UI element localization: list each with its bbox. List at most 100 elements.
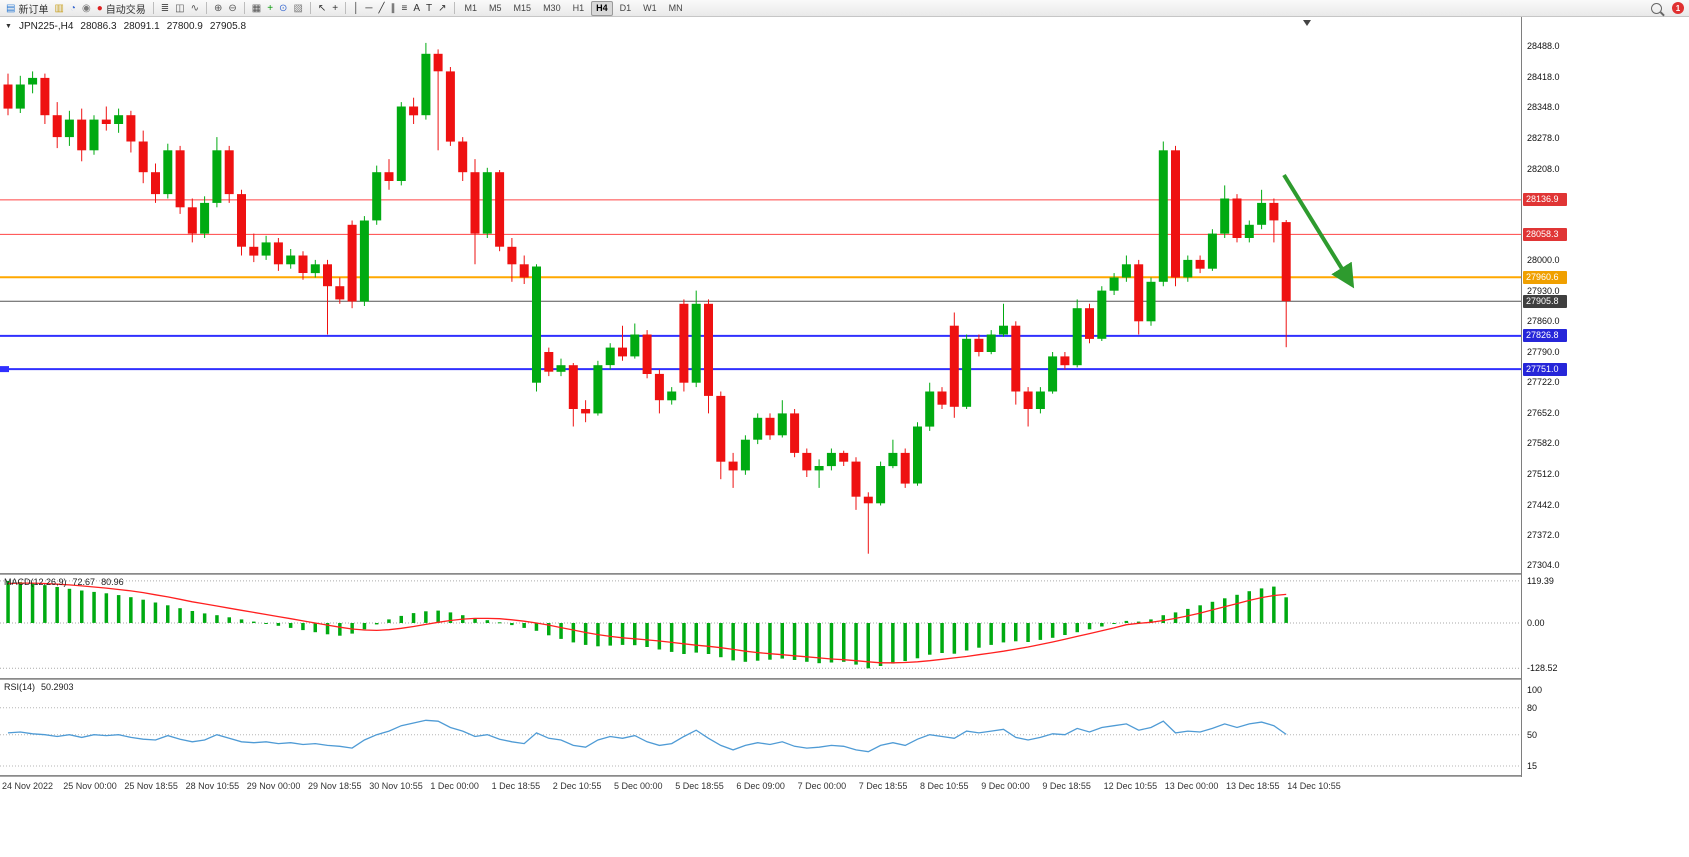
timeframe-m30[interactable]: M30 bbox=[543, 2, 561, 13]
time-label: 13 Dec 18:55 bbox=[1226, 781, 1280, 791]
macd-main-value: 72.67 bbox=[72, 577, 96, 587]
time-label: 28 Nov 10:55 bbox=[185, 781, 240, 791]
rsi-axis-label: 50 bbox=[1527, 729, 1538, 740]
timeframe-w1[interactable]: W1 bbox=[643, 2, 657, 13]
ohlc-high: 28091.1 bbox=[123, 21, 160, 32]
time-label: 29 Nov 00:00 bbox=[246, 781, 301, 791]
main-toolbar: ▤ 新订单 ▥ ◔ ◉ ● 自动交易 ≣ ◫ ∿ ⊕ ⊖ ▦ + ⊙ ▧ ↖ + │ ─ ╱ ∥ ≡ A T ↗ M1 M5 M15 M3… bbox=[0, 0, 1689, 17]
time-label: 9 Dec 00:00 bbox=[981, 781, 1030, 791]
line-chart-icon[interactable]: ∿ bbox=[188, 1, 202, 16]
level-edge-marker bbox=[0, 366, 9, 373]
tile-windows-icon[interactable]: ▦ bbox=[249, 1, 264, 16]
timeframe-d1[interactable]: D1 bbox=[619, 2, 632, 13]
rsi-axis-label: 100 bbox=[1527, 684, 1543, 695]
zoom-in-icon: ⊕ bbox=[213, 2, 223, 14]
candlestick-chart-icon: ◫ bbox=[175, 2, 185, 14]
tile-windows-icon: ▦ bbox=[251, 2, 262, 14]
time-label: 1 Dec 00:00 bbox=[430, 781, 479, 791]
timeframe-h1[interactable]: H1 bbox=[572, 2, 585, 13]
zoom-in-icon[interactable]: ⊕ bbox=[211, 1, 225, 16]
time-label: 14 Dec 10:55 bbox=[1287, 781, 1341, 791]
time-label: 8 Dec 10:55 bbox=[920, 781, 969, 791]
main-chart-canvas[interactable] bbox=[0, 17, 1521, 573]
trendline-icon[interactable]: ╱ bbox=[375, 1, 387, 16]
macd-signal-value: 80.96 bbox=[101, 577, 124, 587]
macd-axis-label: 0.00 bbox=[1527, 617, 1545, 628]
templates-icon[interactable]: ▧ bbox=[290, 1, 305, 16]
timeframe-m5[interactable]: M5 bbox=[489, 2, 502, 13]
candles-group bbox=[3, 42, 1291, 554]
macd-canvas[interactable] bbox=[0, 575, 1521, 678]
search-icon[interactable] bbox=[1651, 2, 1662, 14]
arrows-icon[interactable]: ↗ bbox=[435, 1, 449, 16]
macd-title: MACD(12,26,9) 72.67 80.96 bbox=[4, 577, 124, 587]
rsi-value: 50.2903 bbox=[41, 682, 74, 692]
timeframe-m1[interactable]: M1 bbox=[464, 2, 478, 13]
macd-panel[interactable]: MACD(12,26,9) 72.67 80.96 bbox=[0, 575, 1521, 678]
price-tick-label: 27304.0 bbox=[1527, 560, 1560, 571]
timeframe-m15[interactable]: M15 bbox=[513, 2, 532, 13]
templates-icon: ▧ bbox=[293, 2, 303, 14]
price-tick-label: 28418.0 bbox=[1527, 71, 1560, 82]
timeframe-h4[interactable]: H4 bbox=[591, 0, 613, 16]
horizontal-levels bbox=[0, 199, 1521, 373]
time-label: 1 Dec 18:55 bbox=[491, 781, 541, 791]
periods-icon[interactable]: ⊙ bbox=[276, 1, 290, 16]
crosshair-icon: + bbox=[332, 2, 339, 14]
clock-icon: ◔ bbox=[69, 2, 76, 14]
panel-divider[interactable] bbox=[0, 678, 1689, 680]
text-icon[interactable]: A bbox=[410, 1, 423, 16]
channel-icon[interactable]: ∥ bbox=[388, 1, 399, 16]
notification-badge[interactable]: 1 bbox=[1672, 2, 1684, 14]
timeframe-mn[interactable]: MN bbox=[668, 2, 683, 13]
label-icon[interactable]: T bbox=[423, 1, 435, 16]
fibonacci-icon[interactable]: ≡ bbox=[399, 1, 411, 16]
toolbar-separator bbox=[243, 2, 245, 14]
price-badge: 28136.9 bbox=[1523, 193, 1567, 207]
macd-axis-label: -128.52 bbox=[1527, 663, 1558, 674]
ohlc-open: 28086.3 bbox=[80, 21, 117, 32]
ohlc-low: 27800.9 bbox=[166, 21, 203, 32]
collapse-icon[interactable]: ▼ bbox=[5, 23, 12, 30]
horizontal-line-icon[interactable]: ─ bbox=[362, 1, 375, 16]
macd-axis-label: 119.39 bbox=[1527, 575, 1554, 586]
arrows-icon: ↗ bbox=[438, 2, 447, 14]
time-label: 12 Dec 10:55 bbox=[1103, 781, 1158, 791]
auto-trading-button-label: 自动交易 bbox=[105, 4, 146, 16]
clock-icon[interactable]: ◔ bbox=[67, 1, 79, 16]
time-axis[interactable]: 24 Nov 2022 25 Nov 00:00 25 Nov 18:55 28 No… bbox=[0, 777, 1521, 799]
horizontal-line-icon: ─ bbox=[365, 2, 373, 14]
vertical-line-icon[interactable]: │ bbox=[350, 1, 362, 16]
price-chart-panel[interactable]: ▼ JPN225-,H4 28086.3 28091.1 27800.9 279… bbox=[0, 17, 1521, 573]
price-badge: 27751.0 bbox=[1523, 362, 1567, 376]
crosshair-icon[interactable]: + bbox=[329, 1, 341, 16]
new-order-button[interactable]: ▤ 新订单 bbox=[3, 1, 51, 16]
new-order-button-label: 新订单 bbox=[18, 4, 49, 16]
toolbar-separator bbox=[205, 2, 207, 14]
zoom-out-icon[interactable]: ⊖ bbox=[225, 1, 239, 16]
symbol-period-label: JPN225-,H4 bbox=[18, 21, 74, 32]
chart-shift-marker bbox=[1303, 20, 1311, 26]
toolbar-right-group: 1 bbox=[1651, 2, 1684, 14]
rsi-canvas[interactable] bbox=[0, 680, 1521, 775]
panel-divider[interactable] bbox=[0, 573, 1689, 575]
rsi-axis-label: 15 bbox=[1527, 761, 1538, 772]
chart-window-icon[interactable]: ▥ bbox=[51, 1, 66, 16]
candlestick-chart-icon[interactable]: ◫ bbox=[172, 1, 187, 16]
chart-window-icon: ▥ bbox=[54, 2, 64, 14]
indicators-icon[interactable]: + bbox=[264, 1, 276, 16]
speaker-icon: ◉ bbox=[81, 2, 91, 14]
price-badge: 27905.8 bbox=[1523, 294, 1567, 308]
auto-trading-button[interactable]: ● 自动交易 bbox=[94, 1, 149, 16]
cursor-icon[interactable]: ↖ bbox=[315, 1, 329, 16]
rsi-axis-label: 80 bbox=[1527, 702, 1538, 713]
bar-chart-icon[interactable]: ≣ bbox=[158, 1, 172, 16]
speaker-icon[interactable]: ◉ bbox=[79, 1, 94, 16]
price-tick-label: 28488.0 bbox=[1527, 40, 1560, 51]
rsi-panel[interactable]: RSI(14) 50.2903 bbox=[0, 680, 1521, 775]
trendline-icon: ╱ bbox=[378, 2, 385, 14]
price-axis[interactable]: 28488.0 28418.0 28348.0 28278.0 28208.0 28000… bbox=[1521, 17, 1689, 777]
toolbar-separator bbox=[453, 2, 455, 14]
panel-divider[interactable] bbox=[0, 775, 1689, 777]
